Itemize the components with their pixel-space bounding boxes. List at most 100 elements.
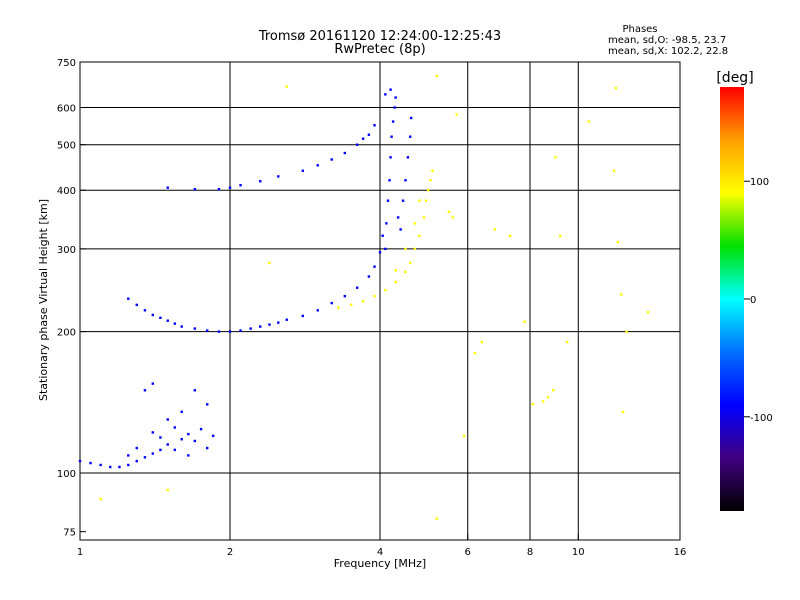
data-point-s0-10 — [166, 443, 169, 446]
data-point-s4-16 — [404, 247, 407, 251]
data-point-s1-21 — [343, 294, 347, 298]
data-point-s4-4 — [384, 289, 387, 292]
data-point-s3-5 — [390, 135, 393, 138]
data-point-s2-3 — [228, 186, 232, 189]
data-point-s0-16 — [205, 446, 209, 450]
data-point-s4-7 — [409, 261, 412, 265]
data-point-s2-13 — [367, 133, 371, 136]
data-point-s1-3 — [151, 313, 155, 317]
data-point-s4-18 — [418, 199, 421, 202]
x-tick-label-8: 8 — [527, 547, 533, 558]
data-point-s3-13 — [401, 199, 405, 202]
data-point-s5-28 — [99, 497, 102, 501]
data-point-s2-7 — [301, 169, 305, 172]
data-point-s5-0 — [447, 210, 451, 213]
y-tick-label-500: 500 — [57, 141, 76, 152]
data-point-s3-14 — [404, 179, 407, 182]
data-point-s5-9 — [531, 403, 534, 406]
data-point-s5-27 — [285, 85, 288, 88]
data-point-s3-3 — [388, 179, 391, 182]
data-point-s5-22 — [646, 310, 650, 314]
data-point-s3-2 — [386, 199, 390, 202]
data-point-s5-4 — [473, 351, 477, 355]
data-point-s5-25 — [462, 434, 466, 438]
data-point-s2-8 — [316, 164, 319, 167]
data-point-s5-1 — [451, 216, 455, 219]
data-point-s4-10 — [422, 216, 426, 219]
x-tick-label-4: 4 — [377, 547, 383, 558]
data-point-s1-20 — [330, 301, 333, 305]
data-point-s5-24 — [435, 517, 438, 520]
data-point-s1-5 — [166, 319, 169, 322]
data-point-s4-3 — [373, 294, 376, 298]
data-point-s3-6 — [391, 120, 395, 123]
data-point-s2-6 — [277, 175, 280, 178]
data-point-s5-18 — [614, 86, 618, 90]
x-tick-label-1: 1 — [77, 547, 83, 558]
data-point-s5-12 — [551, 389, 555, 392]
data-point-s2-9 — [330, 158, 333, 161]
grid-layer — [80, 62, 680, 540]
data-point-s2-12 — [361, 137, 365, 140]
data-point-s1-15 — [268, 323, 271, 326]
chart-title: Tromsø 20161120 12:24:00-12:25:43 — [258, 29, 501, 44]
data-point-s1-16 — [277, 321, 280, 324]
data-point-s5-19 — [616, 241, 619, 244]
x-tick-label-10: 10 — [572, 547, 585, 558]
y-axis-label: Stationary phase Virtual Height [km] — [37, 199, 50, 401]
data-point-s4-1 — [349, 303, 353, 307]
colorbar-tick-label--100: -100 — [750, 413, 773, 424]
data-point-s0-22 — [180, 410, 183, 413]
data-point-s0-29 — [187, 454, 190, 457]
data-point-s4-13 — [429, 179, 432, 182]
data-point-s1-23 — [367, 275, 371, 278]
data-point-s3-11 — [396, 216, 400, 219]
data-point-s5-3 — [435, 74, 438, 78]
data-point-s5-26 — [268, 261, 271, 265]
data-point-s3-10 — [389, 88, 392, 91]
data-point-s5-2 — [455, 113, 458, 116]
data-point-s0-27 — [173, 426, 177, 429]
data-point-s0-8 — [151, 452, 155, 455]
data-point-s0-17 — [211, 434, 215, 438]
data-point-s2-14 — [373, 124, 376, 127]
data-point-s0-20 — [127, 454, 130, 457]
data-point-s1-7 — [180, 325, 183, 328]
data-point-s1-9 — [205, 329, 209, 332]
data-point-s0-2 — [99, 463, 102, 467]
colorbar-tick-label-0: 0 — [750, 295, 756, 306]
data-point-s4-2 — [361, 300, 365, 303]
data-point-s0-4 — [118, 465, 121, 469]
data-point-s5-6 — [493, 228, 497, 231]
data-point-s4-11 — [424, 199, 428, 202]
data-point-s3-4 — [389, 156, 392, 159]
data-point-s4-17 — [413, 222, 417, 225]
y-tick-label-600: 600 — [57, 104, 76, 115]
data-point-s3-8 — [394, 96, 397, 99]
data-point-s0-3 — [109, 465, 112, 469]
colorbar-ticks: 100 0 -100 — [744, 177, 773, 424]
data-point-s4-15 — [394, 269, 397, 272]
data-point-s2-2 — [217, 188, 221, 191]
data-point-s0-1 — [89, 461, 92, 465]
data-point-s0-7 — [143, 456, 147, 459]
data-point-s5-11 — [546, 396, 550, 399]
data-point-s1-8 — [193, 327, 197, 330]
data-point-s1-22 — [355, 286, 359, 289]
data-point-s1-25 — [378, 251, 382, 254]
data-point-s0-11 — [173, 448, 177, 452]
x-tick-label-16: 16 — [674, 547, 687, 558]
data-point-s5-29 — [166, 488, 169, 492]
data-point-s1-10 — [217, 330, 221, 333]
data-point-s3-9 — [384, 93, 387, 96]
data-point-s5-15 — [565, 340, 569, 344]
data-point-s0-15 — [199, 427, 203, 431]
y-tick-label-100: 100 — [57, 469, 76, 480]
data-point-s0-6 — [135, 459, 138, 463]
legend-line-x: mean, sd,X: 102.2, 22.8 — [608, 46, 728, 57]
data-point-layer — [78, 74, 650, 520]
data-point-s4-6 — [404, 270, 407, 274]
chart-subtitle: RwPretec (8p) — [334, 42, 425, 57]
data-point-s5-14 — [559, 234, 562, 237]
